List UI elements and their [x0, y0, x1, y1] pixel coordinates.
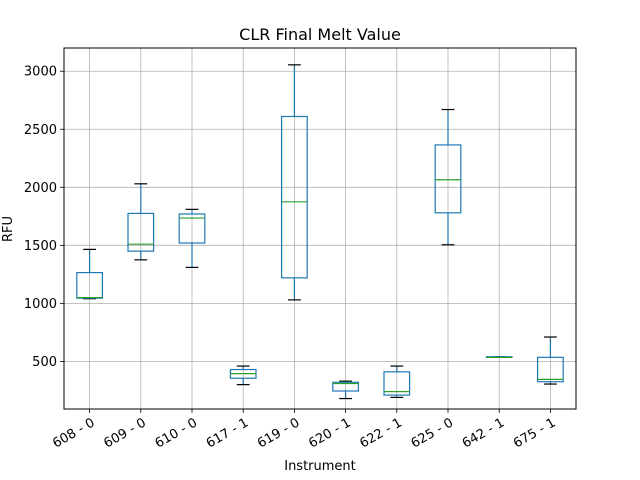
grid-layer [64, 48, 576, 409]
y-tick-label: 2500 [24, 123, 57, 138]
box-622-1 [383, 365, 411, 398]
x-tick-label: 610 - 0 [153, 415, 200, 451]
iqr-box [281, 115, 308, 279]
chart-title: CLR Final Melt Value [239, 25, 401, 44]
iqr-box [383, 371, 411, 396]
y-tick-label: 2000 [24, 181, 57, 196]
tick-layer: 608 - 0 609 - 0 610 - 0 617 - 1 619 - 0 620 -… [24, 65, 558, 452]
x-tick-label: 609 - 0 [101, 415, 148, 451]
iqr-box [434, 144, 462, 214]
x-tick-label: 619 - 0 [255, 415, 302, 451]
box-617-1 [229, 365, 257, 386]
box-609-0 [127, 183, 155, 261]
box-625-0 [434, 108, 462, 246]
iqr-box [536, 356, 564, 383]
x-tick-label: 642 - 1 [460, 415, 507, 451]
x-tick-label: 622 - 1 [357, 415, 404, 451]
box-619-0 [281, 64, 308, 301]
y-tick-label: 3000 [24, 65, 57, 80]
y-tick-label: 500 [32, 355, 57, 370]
y-tick-label: 1000 [24, 297, 57, 312]
x-tick-label: 620 - 1 [306, 415, 353, 451]
iqr-box [332, 381, 359, 392]
plot-frame [63, 47, 577, 410]
box-675-1 [536, 336, 564, 385]
x-tick-label: 608 - 0 [50, 415, 97, 451]
box-608-0 [76, 248, 104, 300]
y-tick-label: 1500 [24, 239, 57, 254]
box-642-1 [485, 356, 513, 358]
x-tick-label: 675 - 1 [511, 415, 558, 451]
x-tick-label: 625 - 0 [409, 415, 456, 451]
x-axis-title: Instrument [284, 459, 356, 474]
x-tick-label: 617 - 1 [204, 415, 251, 451]
box-layer [76, 64, 564, 400]
y-axis-title: RFU [1, 216, 16, 242]
iqr-box [127, 212, 155, 252]
box-620-1 [332, 380, 359, 400]
iqr-box [178, 213, 206, 244]
box-610-0 [178, 208, 206, 268]
